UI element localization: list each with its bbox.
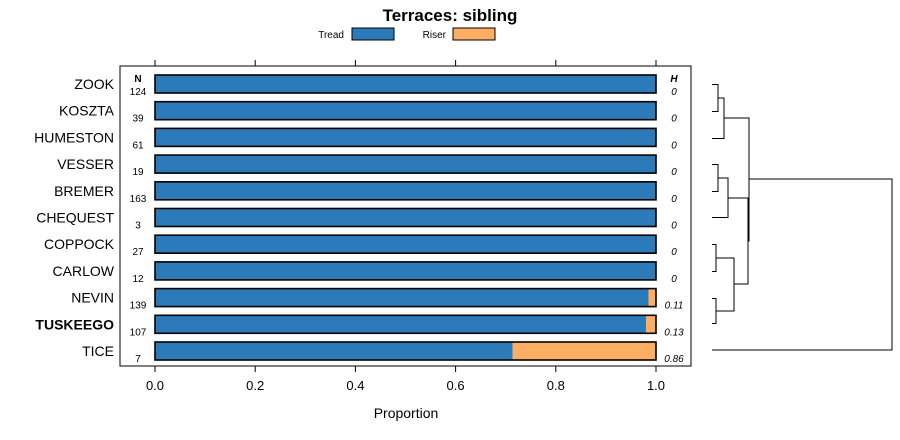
h-value-bremer: 0 bbox=[671, 194, 677, 205]
n-value-zook: 124 bbox=[130, 87, 147, 98]
x-tick-label: 0.0 bbox=[146, 378, 164, 393]
dendrogram-branch-lower-group bbox=[716, 257, 735, 312]
bar-outline-tice bbox=[154, 341, 657, 361]
row-label-bremer: BREMER bbox=[54, 183, 114, 199]
row-label-tuskeego: TUSKEEGO bbox=[35, 316, 114, 332]
h-value-nevin: 0.11 bbox=[665, 301, 684, 312]
dendrogram-branch-nevin-tuskeego bbox=[712, 298, 717, 324]
chart-title: Terraces: sibling bbox=[383, 6, 518, 25]
n-value-coppock: 27 bbox=[132, 247, 144, 258]
row-label-humeston: HUMESTON bbox=[34, 129, 114, 145]
bar-outline-carlow bbox=[154, 261, 657, 281]
legend-label-riser: Riser bbox=[423, 30, 447, 41]
row-label-koszta: KOSZTA bbox=[59, 103, 115, 119]
row-label-zook: ZOOK bbox=[74, 76, 114, 92]
n-value-chequest: 3 bbox=[135, 221, 141, 232]
dendrogram-branch-root bbox=[712, 178, 893, 351]
x-axis-title: Proportion bbox=[374, 405, 439, 421]
plot-frame bbox=[119, 65, 692, 367]
legend-label-tread: Tread bbox=[318, 30, 344, 41]
h-value-humeston: 0 bbox=[671, 140, 677, 151]
bar-bremer-tread bbox=[155, 181, 656, 200]
bar-outline-nevin bbox=[154, 287, 657, 308]
h-value-chequest: 0 bbox=[671, 221, 677, 232]
row-label-coppock: COPPOCK bbox=[44, 236, 115, 252]
row-label-carlow: CARLOW bbox=[53, 263, 115, 279]
bar-outline-coppock bbox=[154, 234, 657, 254]
bar-outline-zook bbox=[154, 74, 657, 94]
n-value-carlow: 12 bbox=[132, 274, 144, 285]
bar-nevin-tread bbox=[155, 288, 649, 307]
h-value-zook: 0 bbox=[671, 87, 677, 98]
x-tick-label: 0.6 bbox=[447, 378, 465, 393]
x-tick-label: 0.8 bbox=[547, 378, 565, 393]
bar-chequest-tread bbox=[155, 208, 656, 227]
h-value-koszta: 0 bbox=[671, 114, 677, 125]
n-value-koszta: 39 bbox=[132, 114, 144, 125]
chart-rows: ZOOK 124 0 KOSZTA 39 0 HUMESTON 61 0 VESSER 19 0 BRE… bbox=[34, 74, 684, 365]
h-value-tuskeego: 0.13 bbox=[664, 327, 684, 338]
bar-vesser-tread bbox=[155, 155, 656, 174]
bar-outline-koszta bbox=[154, 100, 657, 121]
row-label-nevin: NEVIN bbox=[71, 290, 114, 306]
bar-carlow-tread bbox=[155, 261, 656, 280]
n-value-humeston: 61 bbox=[132, 140, 144, 151]
row-label-tice: TICE bbox=[82, 343, 114, 359]
bar-outline-tuskeego bbox=[154, 314, 657, 335]
h-value-tice: 0.86 bbox=[664, 354, 684, 365]
dendrogram-branch-zook-koszta bbox=[712, 84, 719, 112]
bar-koszta-tread bbox=[155, 101, 656, 120]
row-label-chequest: CHEQUEST bbox=[36, 210, 114, 226]
x-axis: 0.0 0.2 0.4 0.6 0.8 1.0 bbox=[146, 60, 665, 393]
bar-outline-chequest bbox=[154, 207, 657, 228]
dendrogram-branch-coppock-carlow bbox=[712, 244, 717, 272]
bar-tice-riser bbox=[512, 342, 656, 360]
bar-humeston-tread bbox=[155, 128, 656, 147]
x-tick-label: 0.2 bbox=[246, 378, 264, 393]
dendrogram-branch-middle-group bbox=[728, 197, 749, 285]
n-value-tuskeego: 107 bbox=[130, 327, 147, 338]
bar-outline-humeston bbox=[154, 127, 657, 148]
bar-tuskeego-tread bbox=[155, 315, 646, 334]
legend-swatch-riser bbox=[452, 27, 496, 41]
h-value-coppock: 0 bbox=[671, 247, 677, 258]
bar-zook-tread bbox=[155, 75, 656, 93]
bar-outline-bremer bbox=[154, 181, 657, 201]
dendrogram-branch-chequest bbox=[712, 177, 729, 218]
legend-swatch-tread bbox=[351, 27, 395, 41]
x-tick-label: 0.4 bbox=[346, 378, 364, 393]
row-label-vesser: VESSER bbox=[57, 156, 114, 172]
x-tick-label: 1.0 bbox=[647, 378, 665, 393]
n-column-header: N bbox=[134, 74, 141, 85]
bar-nevin-riser bbox=[648, 288, 656, 307]
n-value-tice: 7 bbox=[135, 354, 141, 365]
n-value-vesser: 19 bbox=[132, 167, 144, 178]
legend: Tread Riser bbox=[318, 27, 496, 41]
h-value-vesser: 0 bbox=[671, 167, 677, 178]
n-value-bremer: 163 bbox=[130, 194, 147, 205]
dendrogram-branch-vesser-bremer bbox=[712, 164, 719, 192]
dendrogram bbox=[712, 84, 893, 351]
bar-coppock-tread bbox=[155, 235, 656, 254]
bar-outline-vesser bbox=[154, 154, 657, 174]
h-value-carlow: 0 bbox=[671, 274, 677, 285]
n-value-nevin: 139 bbox=[130, 301, 147, 312]
bar-tuskeego-riser bbox=[645, 315, 656, 334]
h-column-header: H bbox=[670, 74, 678, 85]
bar-tice-tread bbox=[155, 342, 513, 360]
